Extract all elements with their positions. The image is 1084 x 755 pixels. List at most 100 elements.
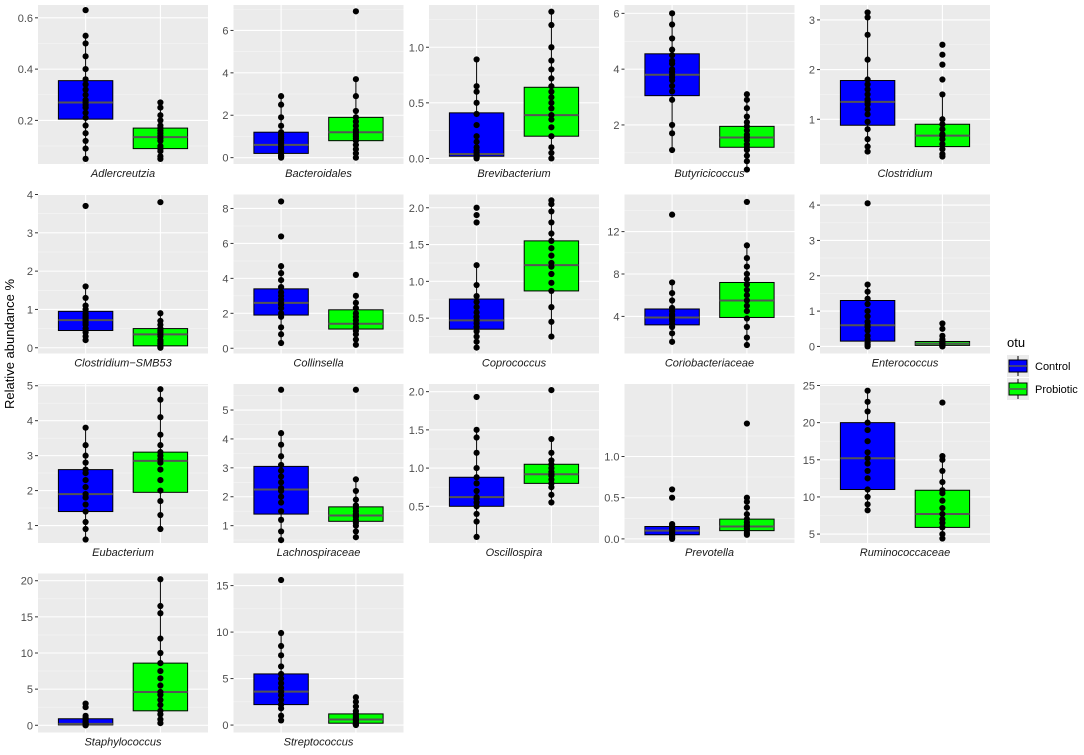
- data-point: [82, 483, 89, 491]
- data-point: [864, 493, 871, 501]
- data-point: [864, 308, 871, 315]
- y-tick-label: 3: [809, 235, 815, 247]
- data-point: [548, 219, 555, 226]
- legend-item-control: Control: [1007, 355, 1070, 377]
- facet-label: Staphylococcus: [84, 737, 162, 749]
- data-point: [864, 111, 871, 118]
- data-point: [864, 143, 871, 150]
- y-tick-label: 20: [21, 576, 33, 588]
- data-point: [864, 288, 871, 295]
- data-point: [82, 501, 89, 508]
- data-point: [157, 449, 164, 456]
- data-point: [743, 292, 751, 299]
- data-point: [743, 270, 751, 278]
- data-point: [157, 99, 164, 106]
- data-point: [278, 331, 285, 338]
- data-point: [82, 32, 89, 39]
- data-point: [157, 476, 164, 484]
- y-tick-label: 5: [809, 529, 815, 541]
- data-point: [548, 116, 555, 123]
- data-point: [278, 93, 285, 100]
- y-tick-label: 5: [222, 674, 228, 686]
- y-tick-label: 0.5: [604, 493, 619, 505]
- data-point: [548, 449, 555, 456]
- y-tick-label: 1: [27, 304, 33, 316]
- panel-clostridium: 1 2 3 Clostridium: [809, 5, 990, 180]
- data-point: [278, 499, 285, 506]
- data-point: [352, 703, 359, 710]
- data-point: [157, 696, 164, 704]
- data-point: [473, 518, 480, 525]
- data-point: [473, 393, 480, 401]
- data-point: [548, 491, 555, 498]
- data-point: [864, 419, 871, 426]
- box-probiotic: [328, 271, 384, 348]
- data-point: [352, 487, 359, 495]
- data-point: [278, 122, 285, 129]
- data-point: [278, 493, 285, 500]
- data-point: [864, 300, 871, 308]
- data-point: [939, 91, 946, 98]
- data-point: [473, 533, 480, 540]
- facet-label: Streptococcus: [284, 737, 354, 749]
- data-point: [157, 386, 164, 393]
- legend-item-probiotic: Probiotic: [1007, 378, 1078, 400]
- y-axis-label: Relative abundance %: [2, 279, 17, 410]
- box-probiotic: [523, 8, 580, 162]
- data-point: [352, 299, 359, 306]
- data-point: [743, 297, 751, 304]
- panel-adlercreutzia: 0.2 0.4 0.6 Adlercreutzia: [18, 5, 208, 180]
- data-point: [82, 302, 89, 309]
- data-point: [82, 202, 89, 210]
- data-point: [352, 146, 359, 153]
- data-point: [278, 467, 285, 474]
- y-tick-label: 20: [803, 418, 815, 430]
- data-point: [82, 81, 89, 88]
- data-point: [82, 7, 89, 14]
- data-point: [939, 478, 946, 486]
- data-point: [473, 313, 480, 320]
- y-tick-label: 15: [21, 612, 33, 624]
- legend-label: Control: [1035, 361, 1070, 373]
- y-tick-label: 1.5: [409, 425, 424, 437]
- data-point: [278, 473, 285, 480]
- y-tick-label: 4: [222, 273, 228, 285]
- y-tick-label: 0.5: [409, 98, 424, 110]
- box-control: [57, 202, 114, 344]
- data-point: [669, 279, 676, 286]
- y-tick-label: 6: [222, 25, 228, 37]
- panel-brevibacterium: 0.0 0.5 1.0 Brevibacterium: [409, 5, 599, 180]
- y-tick-label: 2: [222, 308, 228, 320]
- data-point: [278, 386, 285, 393]
- y-tick-label: 0: [27, 343, 33, 355]
- data-point: [669, 66, 676, 73]
- panel-coprococcus: 0.5 1.0 1.5 2.0 Coprococcus: [409, 194, 599, 370]
- data-point: [669, 88, 676, 95]
- data-point: [743, 302, 751, 309]
- box-probiotic: [523, 387, 580, 506]
- data-point: [743, 494, 751, 501]
- data-point: [157, 396, 164, 403]
- y-tick-label: 0.2: [18, 115, 33, 127]
- data-point: [82, 40, 89, 47]
- data-point: [352, 310, 359, 317]
- y-tick-label: 5: [222, 405, 228, 417]
- data-point: [864, 200, 871, 207]
- y-tick-label: 4: [613, 311, 619, 323]
- data-point: [669, 289, 676, 297]
- data-point: [82, 712, 89, 719]
- data-point: [278, 270, 285, 277]
- data-point: [548, 230, 555, 237]
- data-point: [939, 399, 946, 406]
- data-point: [157, 675, 164, 682]
- data-point: [157, 431, 164, 438]
- data-point: [669, 494, 676, 501]
- data-point: [157, 497, 164, 505]
- data-point: [669, 338, 676, 345]
- data-point: [157, 122, 164, 129]
- data-point: [352, 476, 359, 483]
- data-point: [278, 101, 285, 108]
- data-point: [548, 318, 555, 325]
- data-point: [548, 197, 555, 204]
- y-tick-label: 4: [222, 434, 228, 446]
